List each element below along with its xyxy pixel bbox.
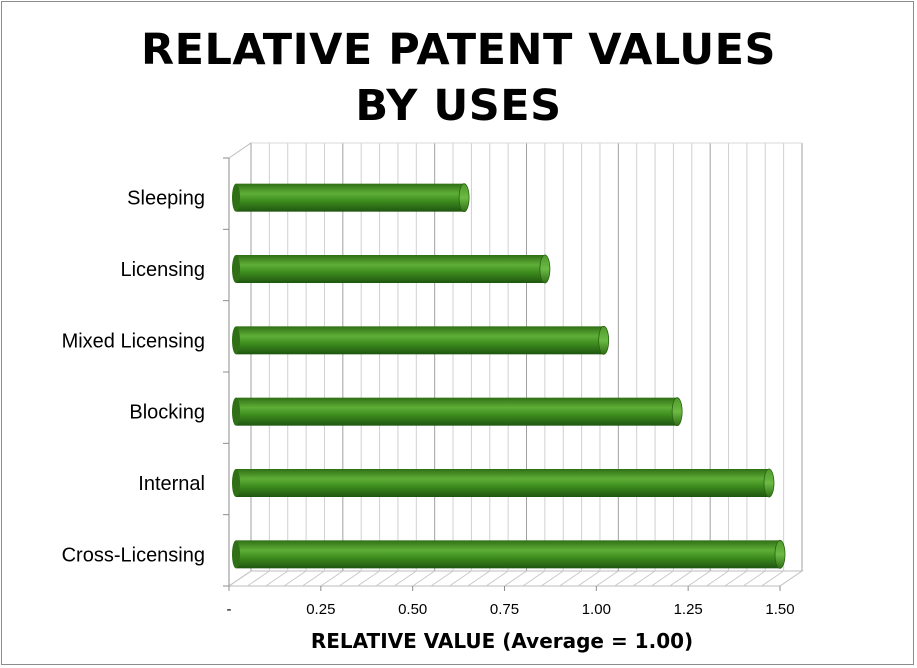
chart-title-line2: BY USES xyxy=(355,81,562,131)
bar-mixed-licensing xyxy=(232,325,610,355)
floor-gridline xyxy=(651,570,674,587)
bar-body xyxy=(236,255,545,283)
floor-gridline xyxy=(632,570,656,587)
floor-gridline xyxy=(724,570,748,587)
floor-gridline xyxy=(687,570,711,587)
x-tick-label: 0.50 xyxy=(398,601,427,618)
floor-gridline xyxy=(302,570,325,587)
category-label: Internal xyxy=(138,473,205,495)
bar-start-cap xyxy=(232,326,240,355)
floor-gridline xyxy=(614,570,637,587)
floor-gridline xyxy=(375,570,399,587)
floor-gridline xyxy=(540,570,564,587)
chart-title: RELATIVE PATENT VALUES BY USES xyxy=(0,22,917,134)
bar-end-cap xyxy=(671,397,683,427)
category-label: Sleeping xyxy=(127,188,205,210)
bar-end-cap xyxy=(763,468,775,498)
floor-gridline xyxy=(283,570,307,587)
category-label: Mixed Licensing xyxy=(62,330,205,352)
floor-gridline xyxy=(504,570,527,587)
floor-gridline xyxy=(394,570,417,587)
bar-end-cap xyxy=(774,539,786,569)
floor-gridline xyxy=(357,570,380,587)
floor-gridline xyxy=(577,570,601,587)
floor-gridline xyxy=(596,570,619,587)
bar-end-cap xyxy=(598,325,610,355)
category-label: Licensing xyxy=(120,259,205,281)
bar-start-cap xyxy=(232,469,240,497)
bar-end-cap xyxy=(539,254,551,284)
floor-gridline xyxy=(338,570,362,587)
floor-gridline xyxy=(247,570,270,587)
bar-end-cap xyxy=(458,183,470,213)
bar-body xyxy=(236,326,604,355)
bars-layer xyxy=(232,183,786,569)
x-tick-label: - xyxy=(227,601,232,618)
x-tick-label: 1.00 xyxy=(582,601,611,618)
bar-start-cap xyxy=(232,397,240,426)
x-tick-label: 0.25 xyxy=(306,601,335,618)
floor-gridline xyxy=(467,570,491,587)
x-tick-label: 1.50 xyxy=(765,601,794,618)
x-tick-label: 0.75 xyxy=(490,601,519,618)
bar-start-cap xyxy=(232,255,240,283)
floor-gridline xyxy=(742,570,766,587)
bar-sleeping xyxy=(232,183,470,213)
bar-start-cap xyxy=(232,183,240,212)
bar-body xyxy=(236,183,465,212)
floor-gridline xyxy=(265,570,289,587)
bar-body xyxy=(236,397,678,426)
bar-licensing xyxy=(232,254,551,284)
bar-blocking xyxy=(232,397,683,427)
chart-title-line1: RELATIVE PATENT VALUES xyxy=(140,25,777,75)
floor-gridline xyxy=(779,570,803,587)
bar-body xyxy=(236,540,780,569)
floor-gridline xyxy=(412,570,435,587)
category-label-layer: Sleeping Licensing Mixed Licensing Blocking… xyxy=(62,188,205,567)
floor-gridline xyxy=(449,570,472,587)
bar-body xyxy=(236,469,769,497)
floor-gridline xyxy=(761,570,784,587)
category-label: Cross-Licensing xyxy=(62,544,205,566)
floor-gridline xyxy=(228,570,252,587)
x-tick-label: 1.25 xyxy=(674,601,703,618)
category-label: Blocking xyxy=(129,402,205,424)
floor-gridline xyxy=(430,570,454,587)
bar-start-cap xyxy=(232,540,240,569)
floor-gridline xyxy=(669,570,693,587)
floor-gridline xyxy=(320,570,344,587)
floor-gridline xyxy=(522,570,546,587)
floor-gridline xyxy=(559,570,582,587)
x-tick-layer: - 0.25 0.50 0.75 1.00 1.25 1.50 xyxy=(227,601,795,618)
x-axis-label: RELATIVE VALUE (Average = 1.00) xyxy=(311,629,693,653)
bar-internal xyxy=(232,468,775,498)
grid-layer xyxy=(223,142,804,591)
bar-cross-licensing xyxy=(232,539,786,569)
floor-gridline xyxy=(485,570,509,587)
floor-gridline xyxy=(706,570,729,587)
